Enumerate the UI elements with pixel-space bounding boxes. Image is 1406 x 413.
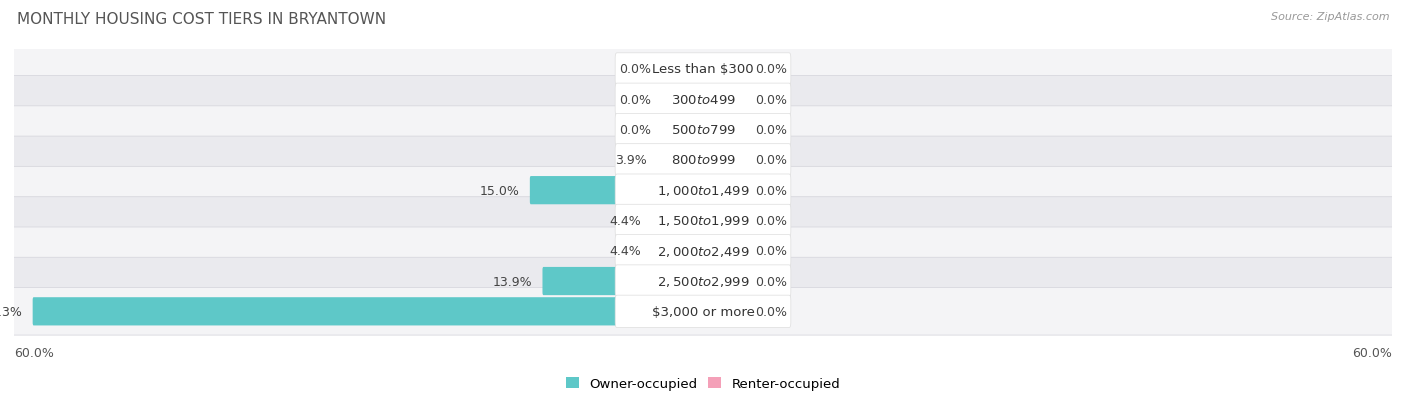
FancyBboxPatch shape [702, 86, 744, 114]
FancyBboxPatch shape [543, 267, 704, 295]
Text: $1,000 to $1,499: $1,000 to $1,499 [657, 184, 749, 198]
FancyBboxPatch shape [616, 54, 790, 86]
FancyBboxPatch shape [0, 228, 1406, 275]
FancyBboxPatch shape [616, 144, 790, 177]
Text: 58.3%: 58.3% [0, 305, 22, 318]
FancyBboxPatch shape [702, 56, 744, 84]
Text: $3,000 or more: $3,000 or more [651, 305, 755, 318]
FancyBboxPatch shape [616, 175, 790, 207]
Text: 0.0%: 0.0% [755, 94, 787, 107]
FancyBboxPatch shape [0, 197, 1406, 244]
Text: 4.4%: 4.4% [609, 214, 641, 228]
Text: 0.0%: 0.0% [619, 63, 651, 76]
FancyBboxPatch shape [616, 265, 790, 297]
FancyBboxPatch shape [0, 76, 1406, 124]
Text: Source: ZipAtlas.com: Source: ZipAtlas.com [1271, 12, 1389, 22]
Text: $800 to $999: $800 to $999 [671, 154, 735, 167]
Text: 0.0%: 0.0% [755, 154, 787, 167]
FancyBboxPatch shape [651, 237, 704, 265]
Text: 0.0%: 0.0% [755, 305, 787, 318]
Text: 0.0%: 0.0% [619, 124, 651, 137]
FancyBboxPatch shape [662, 86, 704, 114]
Text: $1,500 to $1,999: $1,500 to $1,999 [657, 214, 749, 228]
Text: MONTHLY HOUSING COST TIERS IN BRYANTOWN: MONTHLY HOUSING COST TIERS IN BRYANTOWN [17, 12, 387, 27]
FancyBboxPatch shape [702, 207, 744, 235]
FancyBboxPatch shape [702, 177, 744, 205]
Text: $2,500 to $2,999: $2,500 to $2,999 [657, 274, 749, 288]
FancyBboxPatch shape [0, 46, 1406, 93]
Text: 60.0%: 60.0% [14, 347, 53, 360]
FancyBboxPatch shape [651, 207, 704, 235]
FancyBboxPatch shape [702, 146, 744, 175]
Text: 13.9%: 13.9% [492, 275, 531, 288]
Text: 0.0%: 0.0% [755, 124, 787, 137]
Text: $500 to $799: $500 to $799 [671, 124, 735, 137]
FancyBboxPatch shape [0, 167, 1406, 214]
FancyBboxPatch shape [0, 288, 1406, 335]
FancyBboxPatch shape [702, 297, 744, 326]
Text: $300 to $499: $300 to $499 [671, 94, 735, 107]
Text: 0.0%: 0.0% [755, 275, 787, 288]
FancyBboxPatch shape [702, 237, 744, 265]
FancyBboxPatch shape [702, 116, 744, 144]
FancyBboxPatch shape [662, 56, 704, 84]
Text: Less than $300: Less than $300 [652, 63, 754, 76]
FancyBboxPatch shape [32, 297, 704, 326]
FancyBboxPatch shape [0, 137, 1406, 184]
FancyBboxPatch shape [616, 235, 790, 267]
FancyBboxPatch shape [616, 114, 790, 146]
Text: 0.0%: 0.0% [755, 214, 787, 228]
FancyBboxPatch shape [657, 146, 704, 175]
Text: 0.0%: 0.0% [755, 244, 787, 258]
FancyBboxPatch shape [0, 258, 1406, 305]
Text: $2,000 to $2,499: $2,000 to $2,499 [657, 244, 749, 258]
FancyBboxPatch shape [0, 107, 1406, 154]
Text: 0.0%: 0.0% [755, 63, 787, 76]
Text: 60.0%: 60.0% [1353, 347, 1392, 360]
FancyBboxPatch shape [662, 116, 704, 144]
Legend: Owner-occupied, Renter-occupied: Owner-occupied, Renter-occupied [565, 377, 841, 390]
FancyBboxPatch shape [616, 295, 790, 328]
FancyBboxPatch shape [616, 205, 790, 237]
Text: 0.0%: 0.0% [755, 184, 787, 197]
Text: 4.4%: 4.4% [609, 244, 641, 258]
FancyBboxPatch shape [616, 84, 790, 116]
FancyBboxPatch shape [530, 177, 704, 205]
FancyBboxPatch shape [702, 267, 744, 295]
Text: 3.9%: 3.9% [614, 154, 647, 167]
Text: 0.0%: 0.0% [619, 94, 651, 107]
Text: 15.0%: 15.0% [479, 184, 519, 197]
